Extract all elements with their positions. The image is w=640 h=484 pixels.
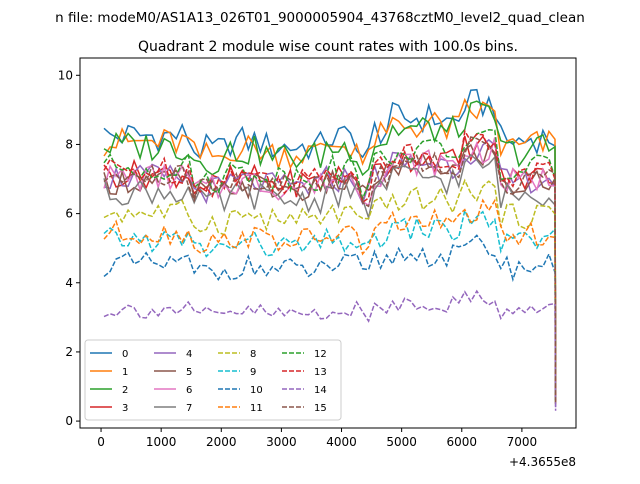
series-line-5 xyxy=(103,143,557,401)
y-tick-label: 8 xyxy=(65,137,73,151)
x-tick-label: 3000 xyxy=(266,435,297,449)
x-tick-label: 6000 xyxy=(446,435,477,449)
legend-label: 15 xyxy=(314,403,327,414)
x-offset-label: +4.3655e8 xyxy=(509,455,576,469)
series-line-15 xyxy=(103,136,557,404)
legend-label: 7 xyxy=(186,403,192,414)
legend-label: 14 xyxy=(314,385,327,396)
chart-suptitle: n file: modeM0/AS1A13_026T01_9000005904_… xyxy=(55,10,585,26)
series-line-12 xyxy=(103,129,557,401)
legend-label: 8 xyxy=(250,349,256,360)
plot-frame xyxy=(79,57,577,429)
legend-label: 4 xyxy=(186,349,192,360)
y-tick-label: 2 xyxy=(65,345,73,359)
x-tick-label: 2000 xyxy=(206,435,237,449)
y-tick-label: 0 xyxy=(65,414,73,428)
series-line-11 xyxy=(103,198,557,404)
legend-label: 0 xyxy=(122,349,128,360)
chart-title: Quadrant 2 module wise count rates with … xyxy=(138,39,518,55)
legend-label: 3 xyxy=(122,403,128,414)
series-line-9 xyxy=(103,208,557,404)
legend-label: 12 xyxy=(314,349,327,360)
y-tick-label: 4 xyxy=(65,276,73,290)
legend-label: 11 xyxy=(250,403,263,414)
legend-label: 10 xyxy=(250,385,263,396)
series-line-8 xyxy=(103,178,557,404)
x-tick-label: 7000 xyxy=(507,435,538,449)
legend-label: 6 xyxy=(186,385,192,396)
legend-box xyxy=(84,339,342,421)
y-tick-label: 10 xyxy=(58,68,73,82)
legend-label: 13 xyxy=(314,367,327,378)
series-line-10 xyxy=(103,234,557,404)
x-tick-label: 5000 xyxy=(386,435,417,449)
x-tick-label: 0 xyxy=(97,435,105,449)
series-line-6 xyxy=(103,137,557,401)
legend-label: 2 xyxy=(122,385,128,396)
series-line-13 xyxy=(103,128,557,401)
series-line-0 xyxy=(103,88,557,397)
legend-label: 5 xyxy=(186,367,192,378)
x-tick-label: 4000 xyxy=(326,435,357,449)
legend-label: 1 xyxy=(122,367,128,378)
series-line-14 xyxy=(103,289,557,411)
series-line-1 xyxy=(103,97,557,397)
y-tick-label: 6 xyxy=(65,207,73,221)
legend-label: 9 xyxy=(250,367,256,378)
series-line-2 xyxy=(103,100,557,397)
x-tick-label: 1000 xyxy=(146,435,177,449)
